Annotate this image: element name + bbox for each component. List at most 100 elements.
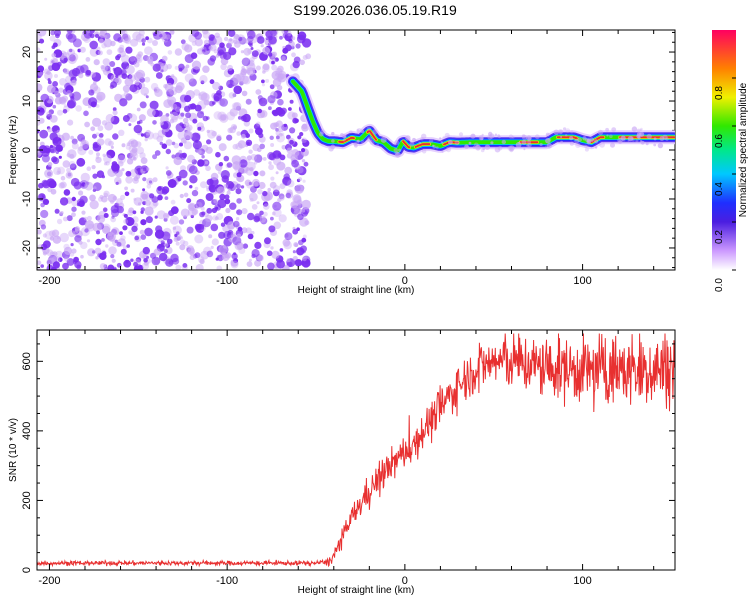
noise-speck — [81, 139, 87, 145]
noise-speck — [63, 216, 68, 222]
noise-speck — [259, 143, 266, 150]
ridge-halo-speck — [584, 144, 588, 148]
noise-speck — [58, 257, 63, 263]
noise-speck — [192, 140, 202, 150]
noise-speck — [228, 92, 236, 99]
noise-speck — [169, 30, 175, 35]
noise-speck — [160, 240, 165, 245]
colorbar-tick-label: 0.8 — [714, 86, 725, 100]
noise-speck — [212, 101, 216, 105]
noise-speck — [97, 214, 106, 224]
noise-speck — [58, 87, 64, 93]
noise-speck — [284, 232, 293, 241]
x-tick-label: 100 — [573, 275, 591, 287]
noise-speck — [197, 150, 202, 155]
noise-speck — [59, 232, 69, 243]
noise-speck — [208, 184, 217, 193]
noise-speck — [134, 235, 140, 241]
noise-speck — [188, 78, 197, 87]
noise-speck — [167, 179, 177, 188]
noise-speck — [138, 30, 145, 36]
noise-speck — [146, 108, 156, 117]
noise-speck — [260, 44, 264, 48]
noise-speck — [133, 197, 143, 206]
noise-speck — [180, 112, 185, 117]
noise-speck — [248, 149, 253, 154]
noise-speck — [271, 64, 278, 71]
ridge-halo-speck — [349, 130, 353, 134]
noise-speck — [236, 172, 242, 178]
noise-speck — [46, 111, 52, 117]
noise-speck — [83, 30, 93, 39]
noise-speck — [297, 31, 307, 41]
noise-speck — [93, 81, 97, 85]
noise-speck — [229, 38, 233, 42]
noise-speck — [66, 90, 72, 96]
noise-speck — [103, 267, 109, 270]
noise-speck — [128, 74, 137, 82]
noise-speck — [37, 229, 42, 235]
ridge-halo-speck — [319, 131, 324, 137]
noise-speck — [131, 225, 138, 233]
noise-speck — [130, 231, 136, 236]
noise-speck — [289, 139, 294, 145]
noise-speck — [223, 231, 232, 240]
noise-speck — [141, 262, 150, 270]
noise-speck — [179, 142, 183, 147]
noise-speck — [277, 126, 284, 133]
noise-speck — [248, 128, 254, 134]
noise-speck — [75, 105, 82, 112]
noise-speck — [298, 177, 303, 182]
snr-x-axis: -200 -100 0 100 — [38, 330, 655, 587]
ridge-halo-speck — [372, 129, 378, 135]
noise-speck — [194, 186, 199, 191]
noise-speck — [62, 262, 69, 270]
ridge-halo-speck — [631, 138, 635, 142]
noise-speck — [302, 55, 308, 60]
ridge-halo-speck — [665, 137, 669, 141]
noise-speck — [125, 65, 135, 75]
noise-speck — [71, 67, 81, 77]
noise-speck — [245, 98, 252, 105]
noise-speck — [84, 121, 90, 128]
noise-speck — [145, 216, 153, 224]
noise-speck — [255, 65, 261, 71]
noise-speck — [246, 261, 253, 267]
ridge-halo-speck — [421, 133, 427, 139]
noise-speck — [111, 258, 116, 263]
noise-speck — [48, 180, 57, 189]
noise-speck — [94, 33, 100, 39]
noise-speck — [278, 214, 287, 223]
x-tick-label: 0 — [402, 575, 408, 587]
noise-speck — [254, 259, 262, 267]
noise-speck — [123, 91, 129, 97]
noise-speck — [111, 209, 119, 217]
snr-y-axis: 0 200 400 600 — [21, 343, 675, 573]
x-tick-label: 0 — [402, 275, 408, 287]
colorbar-tick-label: 0.0 — [714, 278, 725, 292]
noise-speck — [39, 107, 45, 113]
noise-speck — [178, 169, 188, 179]
noise-speck — [144, 76, 151, 83]
noise-speck — [170, 206, 179, 215]
noise-speck — [105, 113, 115, 123]
noise-speck — [115, 181, 119, 185]
noise-speck — [138, 119, 143, 124]
noise-speck — [280, 107, 287, 115]
noise-speck — [98, 38, 104, 44]
noise-speck — [108, 246, 117, 255]
noise-speck — [79, 46, 86, 53]
noise-speck — [102, 153, 106, 157]
noise-speck — [155, 72, 163, 79]
noise-speck — [38, 117, 45, 124]
noise-speck — [123, 213, 128, 218]
noise-speck — [302, 234, 307, 239]
noise-speck — [179, 193, 184, 199]
ridge-halo-speck — [458, 132, 464, 137]
noise-speck — [105, 161, 110, 166]
noise-speck — [140, 133, 145, 137]
noise-speck — [285, 192, 291, 199]
noise-speck — [180, 137, 187, 144]
noise-speck — [270, 176, 275, 181]
noise-speck — [274, 57, 279, 62]
